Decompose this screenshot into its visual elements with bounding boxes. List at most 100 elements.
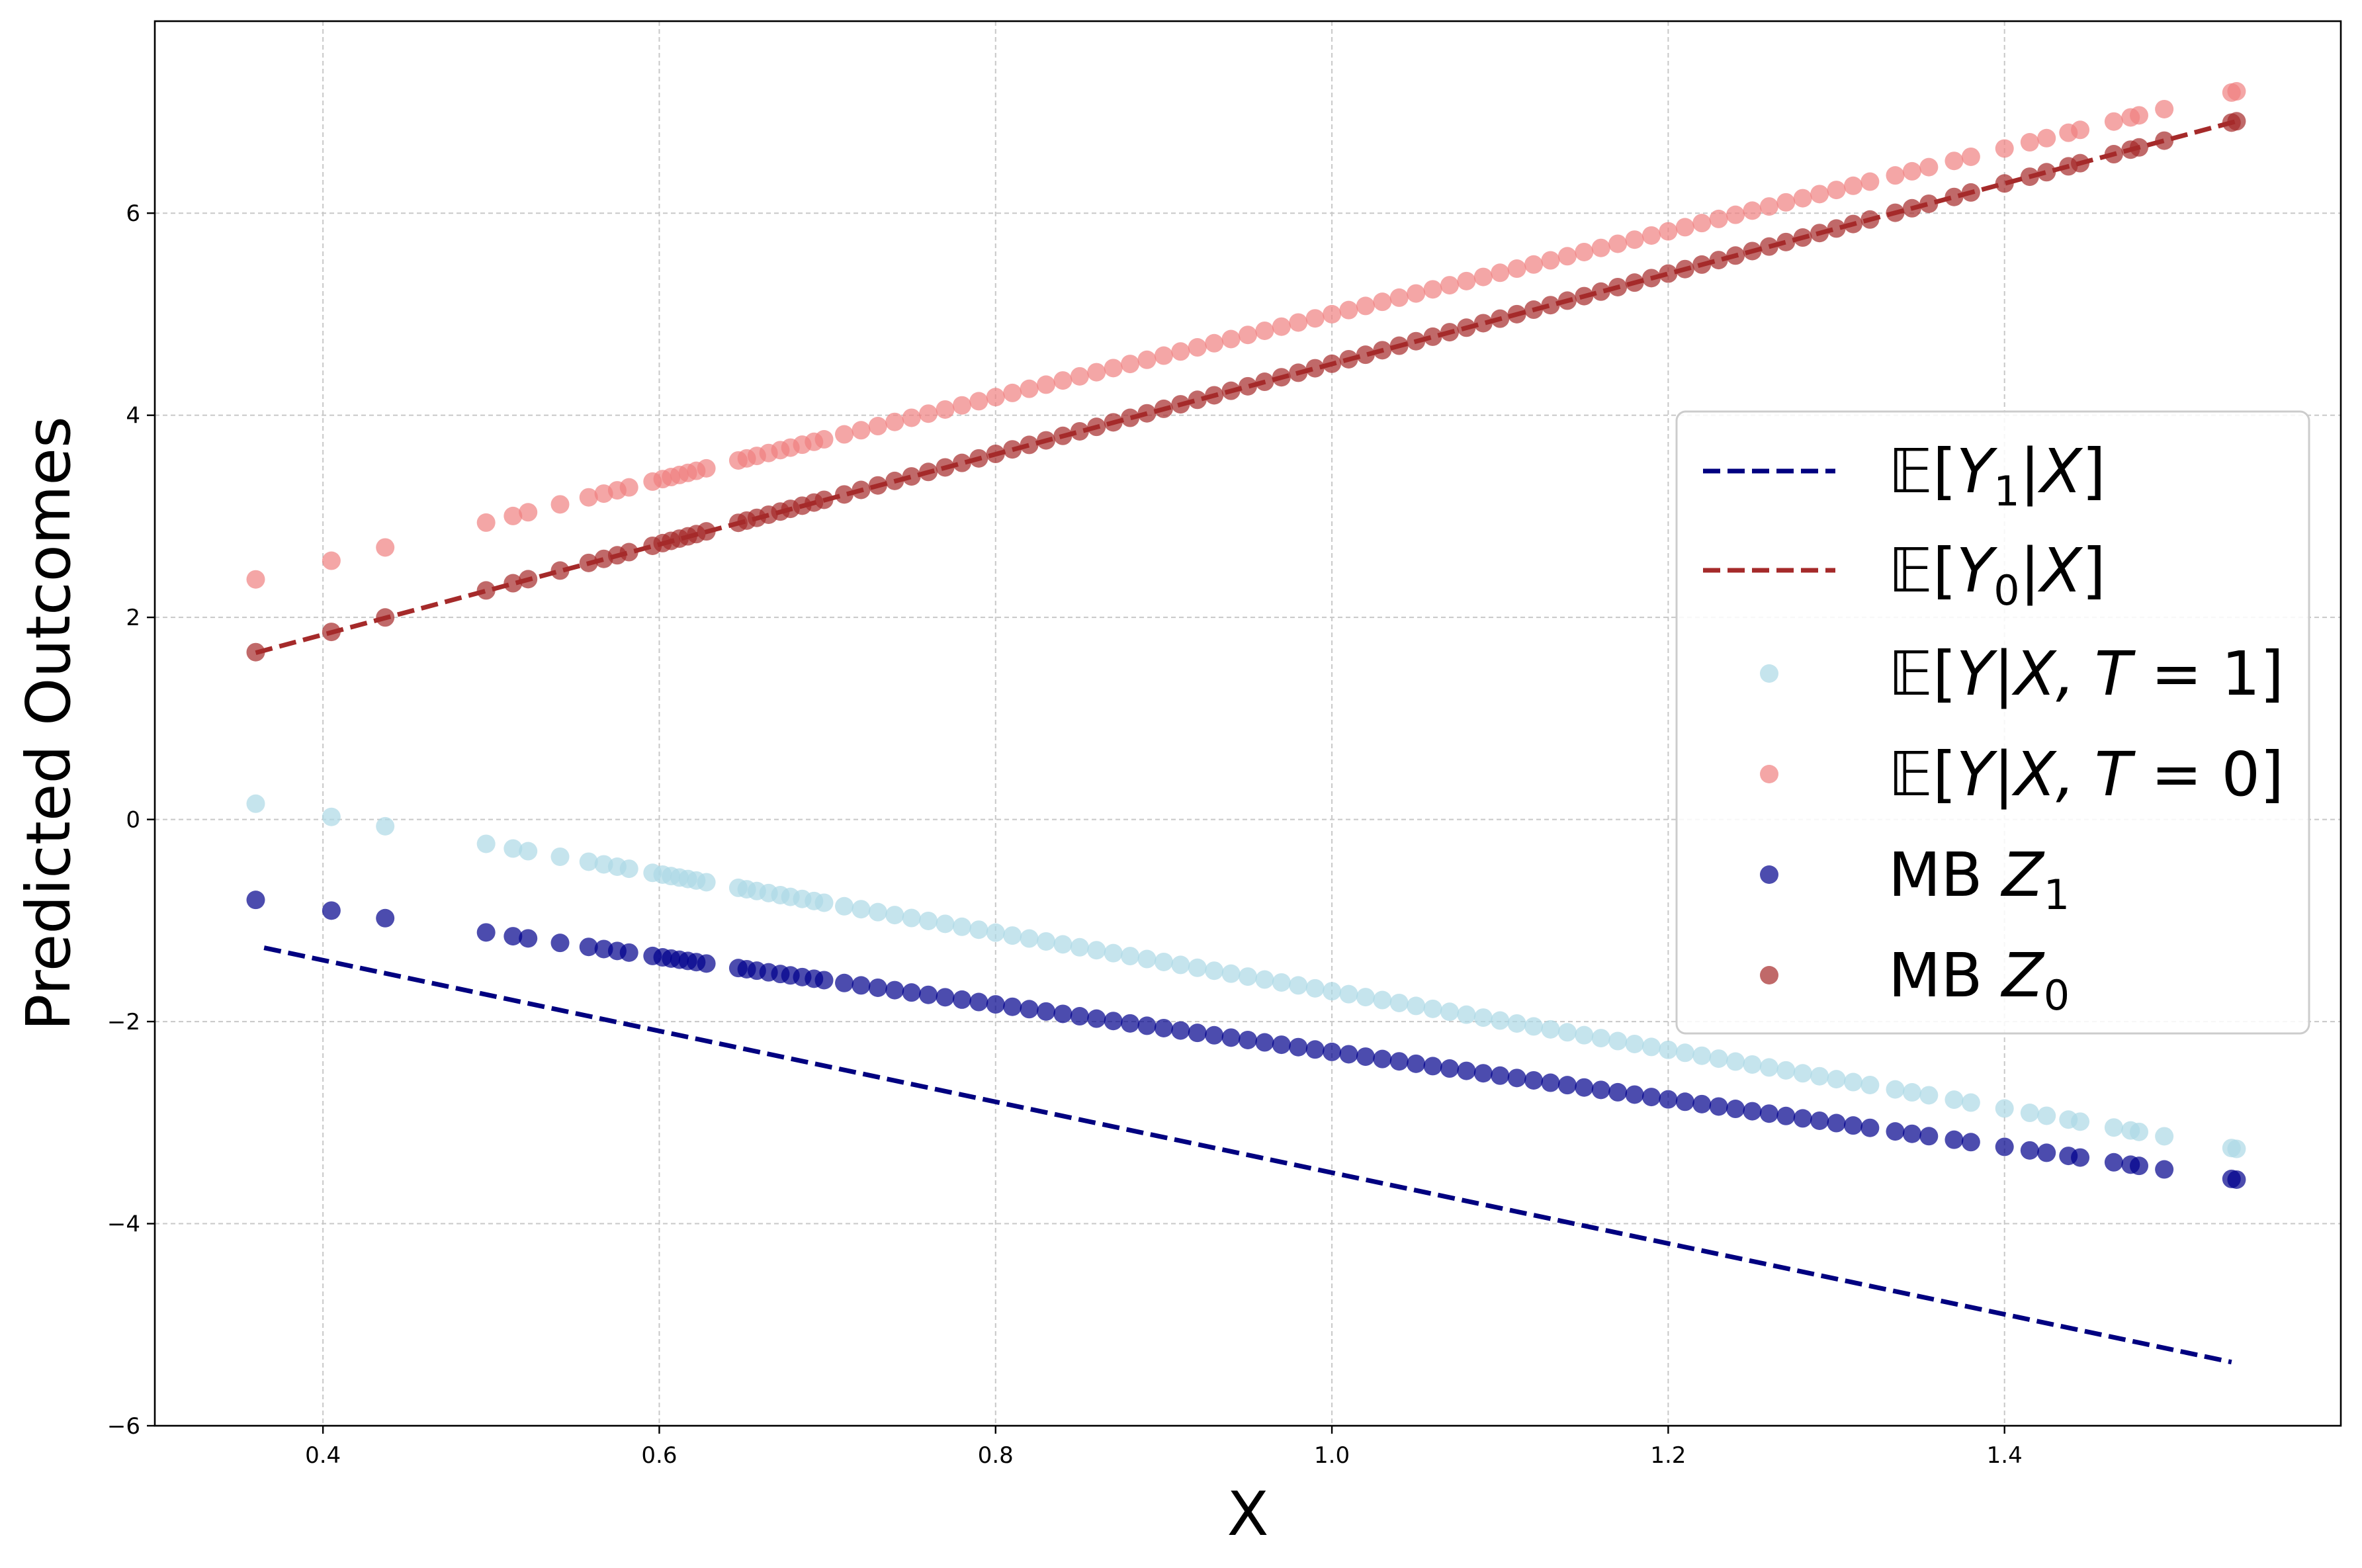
- data-point: [814, 893, 834, 912]
- data-point: [1995, 139, 2014, 158]
- data-point: [1020, 929, 1039, 948]
- plot-area: [246, 82, 2246, 1365]
- data-point: [1323, 304, 1342, 324]
- data-point: [1239, 326, 1257, 345]
- ticks: 0.4 0.6 0.8 1.0 1.2 1.4 −6 −4 −2 0 2 4 6: [107, 200, 2023, 1469]
- data-point: [986, 388, 1005, 407]
- data-point: [1188, 958, 1207, 977]
- legend-label-part: Y: [1956, 638, 1998, 709]
- data-point: [1171, 1021, 1190, 1040]
- data-point: [868, 417, 887, 436]
- data-point: [1020, 435, 1039, 455]
- data-point: [1003, 997, 1022, 1016]
- data-point: [476, 923, 496, 942]
- data-point: [1339, 984, 1358, 1004]
- legend-swatch-marker: [1760, 865, 1778, 884]
- data-point: [1524, 1070, 1544, 1090]
- data-point: [1104, 1012, 1123, 1031]
- legend-swatch-marker: [1760, 664, 1778, 683]
- x-axis-label: X: [1227, 1479, 1268, 1549]
- legend-label-part: Y: [1956, 436, 1998, 507]
- data-point: [1121, 355, 1140, 374]
- data-point: [1919, 1127, 1939, 1146]
- data-point: [1902, 1124, 1921, 1143]
- data-point: [835, 973, 854, 992]
- data-point: [1608, 234, 1628, 253]
- legend-label-part: Z: [2000, 940, 2045, 1011]
- data-point: [1507, 259, 1526, 279]
- data-point: [1373, 1049, 1392, 1068]
- data-point: [246, 794, 265, 813]
- data-point: [579, 937, 598, 957]
- data-point: [852, 421, 871, 440]
- data-point: [1726, 1100, 1745, 1119]
- x-tick-label: 1.2: [1650, 1442, 1686, 1469]
- data-point: [1591, 282, 1610, 301]
- data-point: [1440, 1002, 1459, 1022]
- data-point: [1945, 1090, 1964, 1110]
- data-point: [322, 551, 341, 570]
- data-point: [936, 988, 955, 1007]
- data-point: [1087, 1009, 1106, 1028]
- data-point: [1289, 976, 1308, 995]
- data-point: [2227, 82, 2246, 101]
- y-tick-label: −4: [107, 1211, 140, 1238]
- data-point: [1995, 1137, 2014, 1156]
- data-point: [1373, 292, 1392, 312]
- series-4: [246, 891, 2246, 1189]
- y-tick-label: −2: [107, 1009, 140, 1035]
- data-point: [1575, 1025, 1594, 1045]
- data-point: [2071, 120, 2090, 140]
- data-point: [579, 852, 598, 871]
- data-point: [1557, 1076, 1577, 1095]
- data-point: [1886, 1080, 1905, 1099]
- data-point: [1221, 1028, 1241, 1047]
- data-point: [1575, 242, 1594, 261]
- data-point: [550, 561, 570, 580]
- data-point: [1507, 1014, 1526, 1033]
- legend-label-part: ]: [2082, 535, 2106, 606]
- data-point: [835, 485, 854, 504]
- legend: 𝔼[Y1|X]𝔼[Y0|X]𝔼[Y|X, T = 1]𝔼[Y|X, T = 0]…: [1675, 410, 2310, 1035]
- data-point: [1608, 1031, 1628, 1051]
- data-point: [1641, 1088, 1661, 1107]
- data-point: [1205, 333, 1224, 353]
- data-point: [1507, 1068, 1526, 1088]
- data-point: [2130, 1122, 2149, 1141]
- data-point: [1961, 147, 1980, 166]
- data-point: [1473, 267, 1493, 286]
- data-point: [1121, 408, 1140, 427]
- legend-label: 𝔼[Y0|X]: [1888, 535, 2106, 615]
- data-point: [902, 908, 921, 928]
- data-point: [1188, 338, 1207, 357]
- data-point: [1239, 376, 1257, 396]
- data-point: [1827, 219, 1846, 238]
- data-point: [1137, 350, 1157, 369]
- legend-label-part: X, T: [2011, 638, 2136, 709]
- data-point: [1423, 999, 1442, 1018]
- data-point: [1356, 988, 1375, 1007]
- data-point: [885, 980, 904, 1000]
- data-point: [1726, 205, 1745, 224]
- legend-label-part: = 1]: [2132, 638, 2284, 709]
- data-point: [969, 920, 988, 939]
- series-3: [246, 82, 2246, 589]
- data-point: [1053, 1004, 1072, 1024]
- data-point: [1692, 1094, 1712, 1113]
- data-point: [1843, 176, 1862, 195]
- data-point: [1886, 166, 1905, 185]
- data-point: [1575, 1078, 1594, 1097]
- data-point: [1272, 973, 1291, 992]
- data-point: [1423, 327, 1442, 346]
- data-point: [2037, 1143, 2056, 1162]
- data-point: [2155, 1160, 2174, 1179]
- y-tick-label: 4: [126, 403, 140, 429]
- data-point: [503, 506, 523, 525]
- data-point: [2227, 1139, 2246, 1158]
- data-point: [868, 978, 887, 997]
- data-point: [1659, 264, 1678, 283]
- y-tick-label: 2: [126, 605, 140, 631]
- data-point: [1070, 367, 1089, 386]
- data-point: [579, 488, 598, 507]
